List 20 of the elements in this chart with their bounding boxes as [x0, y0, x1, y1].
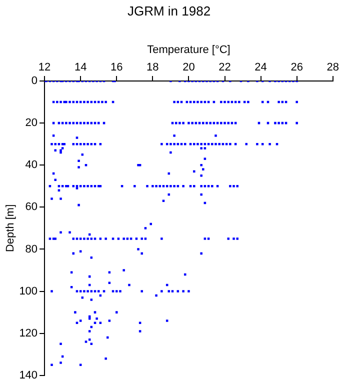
- y-axis-title: Depth [m]: [4, 204, 17, 252]
- y-tick-label: 80: [25, 243, 38, 256]
- y-tick-label: 120: [19, 327, 38, 340]
- y-tick-label: 60: [25, 201, 38, 214]
- x-axis-title: Temperature [°C]: [147, 44, 230, 56]
- y-tick-label: 100: [19, 285, 38, 298]
- x-tick-label: 24: [254, 61, 267, 74]
- y-tick-label: 0: [31, 75, 38, 88]
- chart-title: JGRM in 1982: [127, 3, 211, 18]
- x-tick-label: 20: [182, 61, 195, 74]
- x-tick-label: 28: [326, 61, 340, 74]
- x-tick-label: 18: [146, 61, 159, 74]
- x-tick-label: 12: [38, 61, 51, 74]
- y-tick-label: 140: [19, 369, 38, 382]
- x-tick-label: 26: [290, 61, 303, 74]
- y-tick-label: 40: [25, 159, 38, 172]
- y-tick-label: 20: [25, 117, 38, 130]
- x-tick-label: 22: [218, 61, 231, 74]
- x-tick-label: 14: [74, 61, 87, 74]
- x-tick-label: 16: [110, 61, 123, 74]
